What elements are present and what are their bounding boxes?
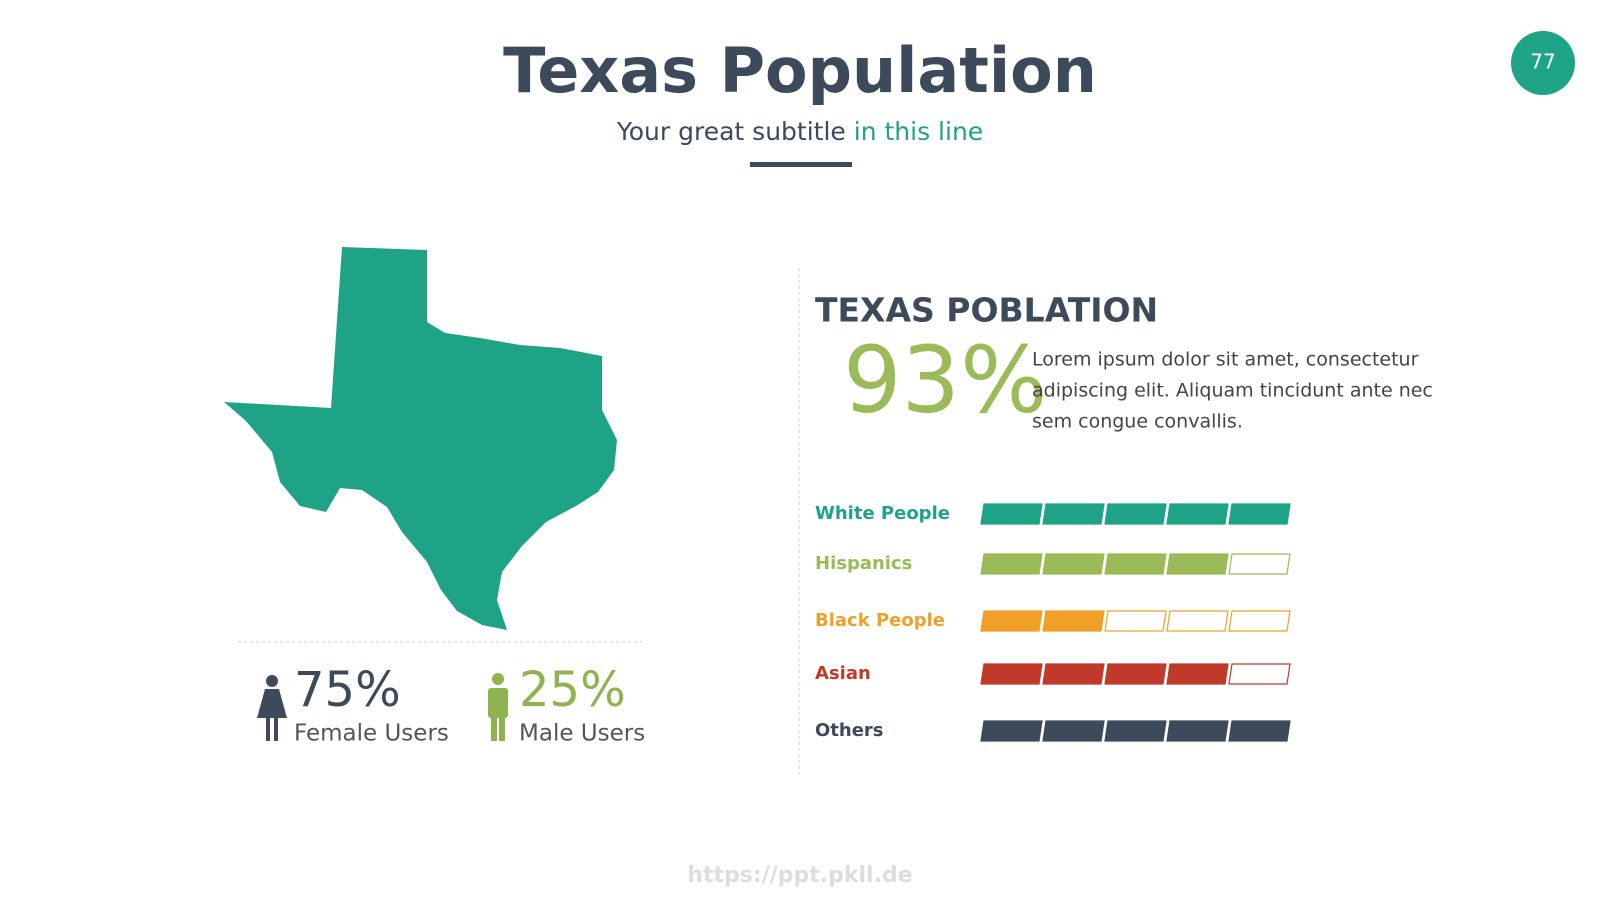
- segment-filled: [1166, 663, 1229, 685]
- segment-filled: [1042, 610, 1105, 632]
- segment-filled: [1042, 663, 1105, 685]
- segment-empty: [1104, 610, 1167, 632]
- row-label: Black People: [815, 610, 945, 631]
- subtitle: Your great subtitle in this line: [616, 117, 983, 146]
- segment-filled: [1104, 553, 1167, 575]
- body-line: adipiscing elit. Aliquam tincidunt ante …: [1032, 380, 1433, 402]
- female-icon: [257, 675, 287, 741]
- page-badge: [1511, 31, 1575, 95]
- row-label: Others: [815, 720, 884, 741]
- stats: 75% Female Users 25% Male Users: [294, 662, 645, 747]
- row-label: Hispanics: [815, 553, 912, 574]
- subtitle-accent: in this line: [854, 117, 983, 146]
- title-underline: [750, 162, 852, 167]
- section-heading: TEXAS POBLATION: [815, 291, 1158, 330]
- segment-filled: [1104, 720, 1167, 742]
- segment-filled: [1042, 720, 1105, 742]
- segment-empty: [1166, 610, 1229, 632]
- subtitle-main: Your great subtitle: [616, 117, 846, 146]
- segment-filled: [1166, 720, 1229, 742]
- stat-label: Female Users: [294, 721, 449, 747]
- page-number: 77: [1530, 50, 1555, 74]
- body-text: Lorem ipsum dolor sit amet, consectetur a…: [1032, 349, 1433, 433]
- segment-filled: [980, 503, 1043, 525]
- row-label: Asian: [815, 663, 871, 684]
- segment-empty: [1228, 553, 1291, 575]
- title: Texas Population: [503, 34, 1097, 107]
- segment-filled: [980, 610, 1043, 632]
- stat-value: 25%: [519, 662, 626, 718]
- segment-filled: [1042, 503, 1105, 525]
- segment-filled: [1228, 720, 1291, 742]
- body-line: sem congue convallis.: [1032, 411, 1243, 433]
- segment-empty: [1228, 610, 1291, 632]
- segment-filled: [980, 553, 1043, 575]
- segment-filled: [1104, 663, 1167, 685]
- big-value: 93%: [843, 326, 1047, 433]
- texas-map: [224, 247, 617, 630]
- body-line: Lorem ipsum dolor sit amet, consectetur: [1032, 349, 1419, 371]
- segment-filled: [1166, 553, 1229, 575]
- row-label: White People: [815, 503, 950, 524]
- stat-value: 75%: [294, 662, 401, 718]
- male-icon: [488, 673, 508, 741]
- segment-filled: [980, 720, 1043, 742]
- segment-filled: [1228, 503, 1291, 525]
- segment-filled: [1104, 503, 1167, 525]
- segment-filled: [1166, 503, 1229, 525]
- segment-filled: [980, 663, 1043, 685]
- rating-rows: White People Hispanics Black People Asian Ot…: [815, 503, 1291, 742]
- segment-empty: [1228, 663, 1291, 685]
- stat-label: Male Users: [519, 721, 645, 747]
- segment-filled: [1042, 553, 1105, 575]
- watermark: https://ppt.pkll.de: [687, 863, 912, 888]
